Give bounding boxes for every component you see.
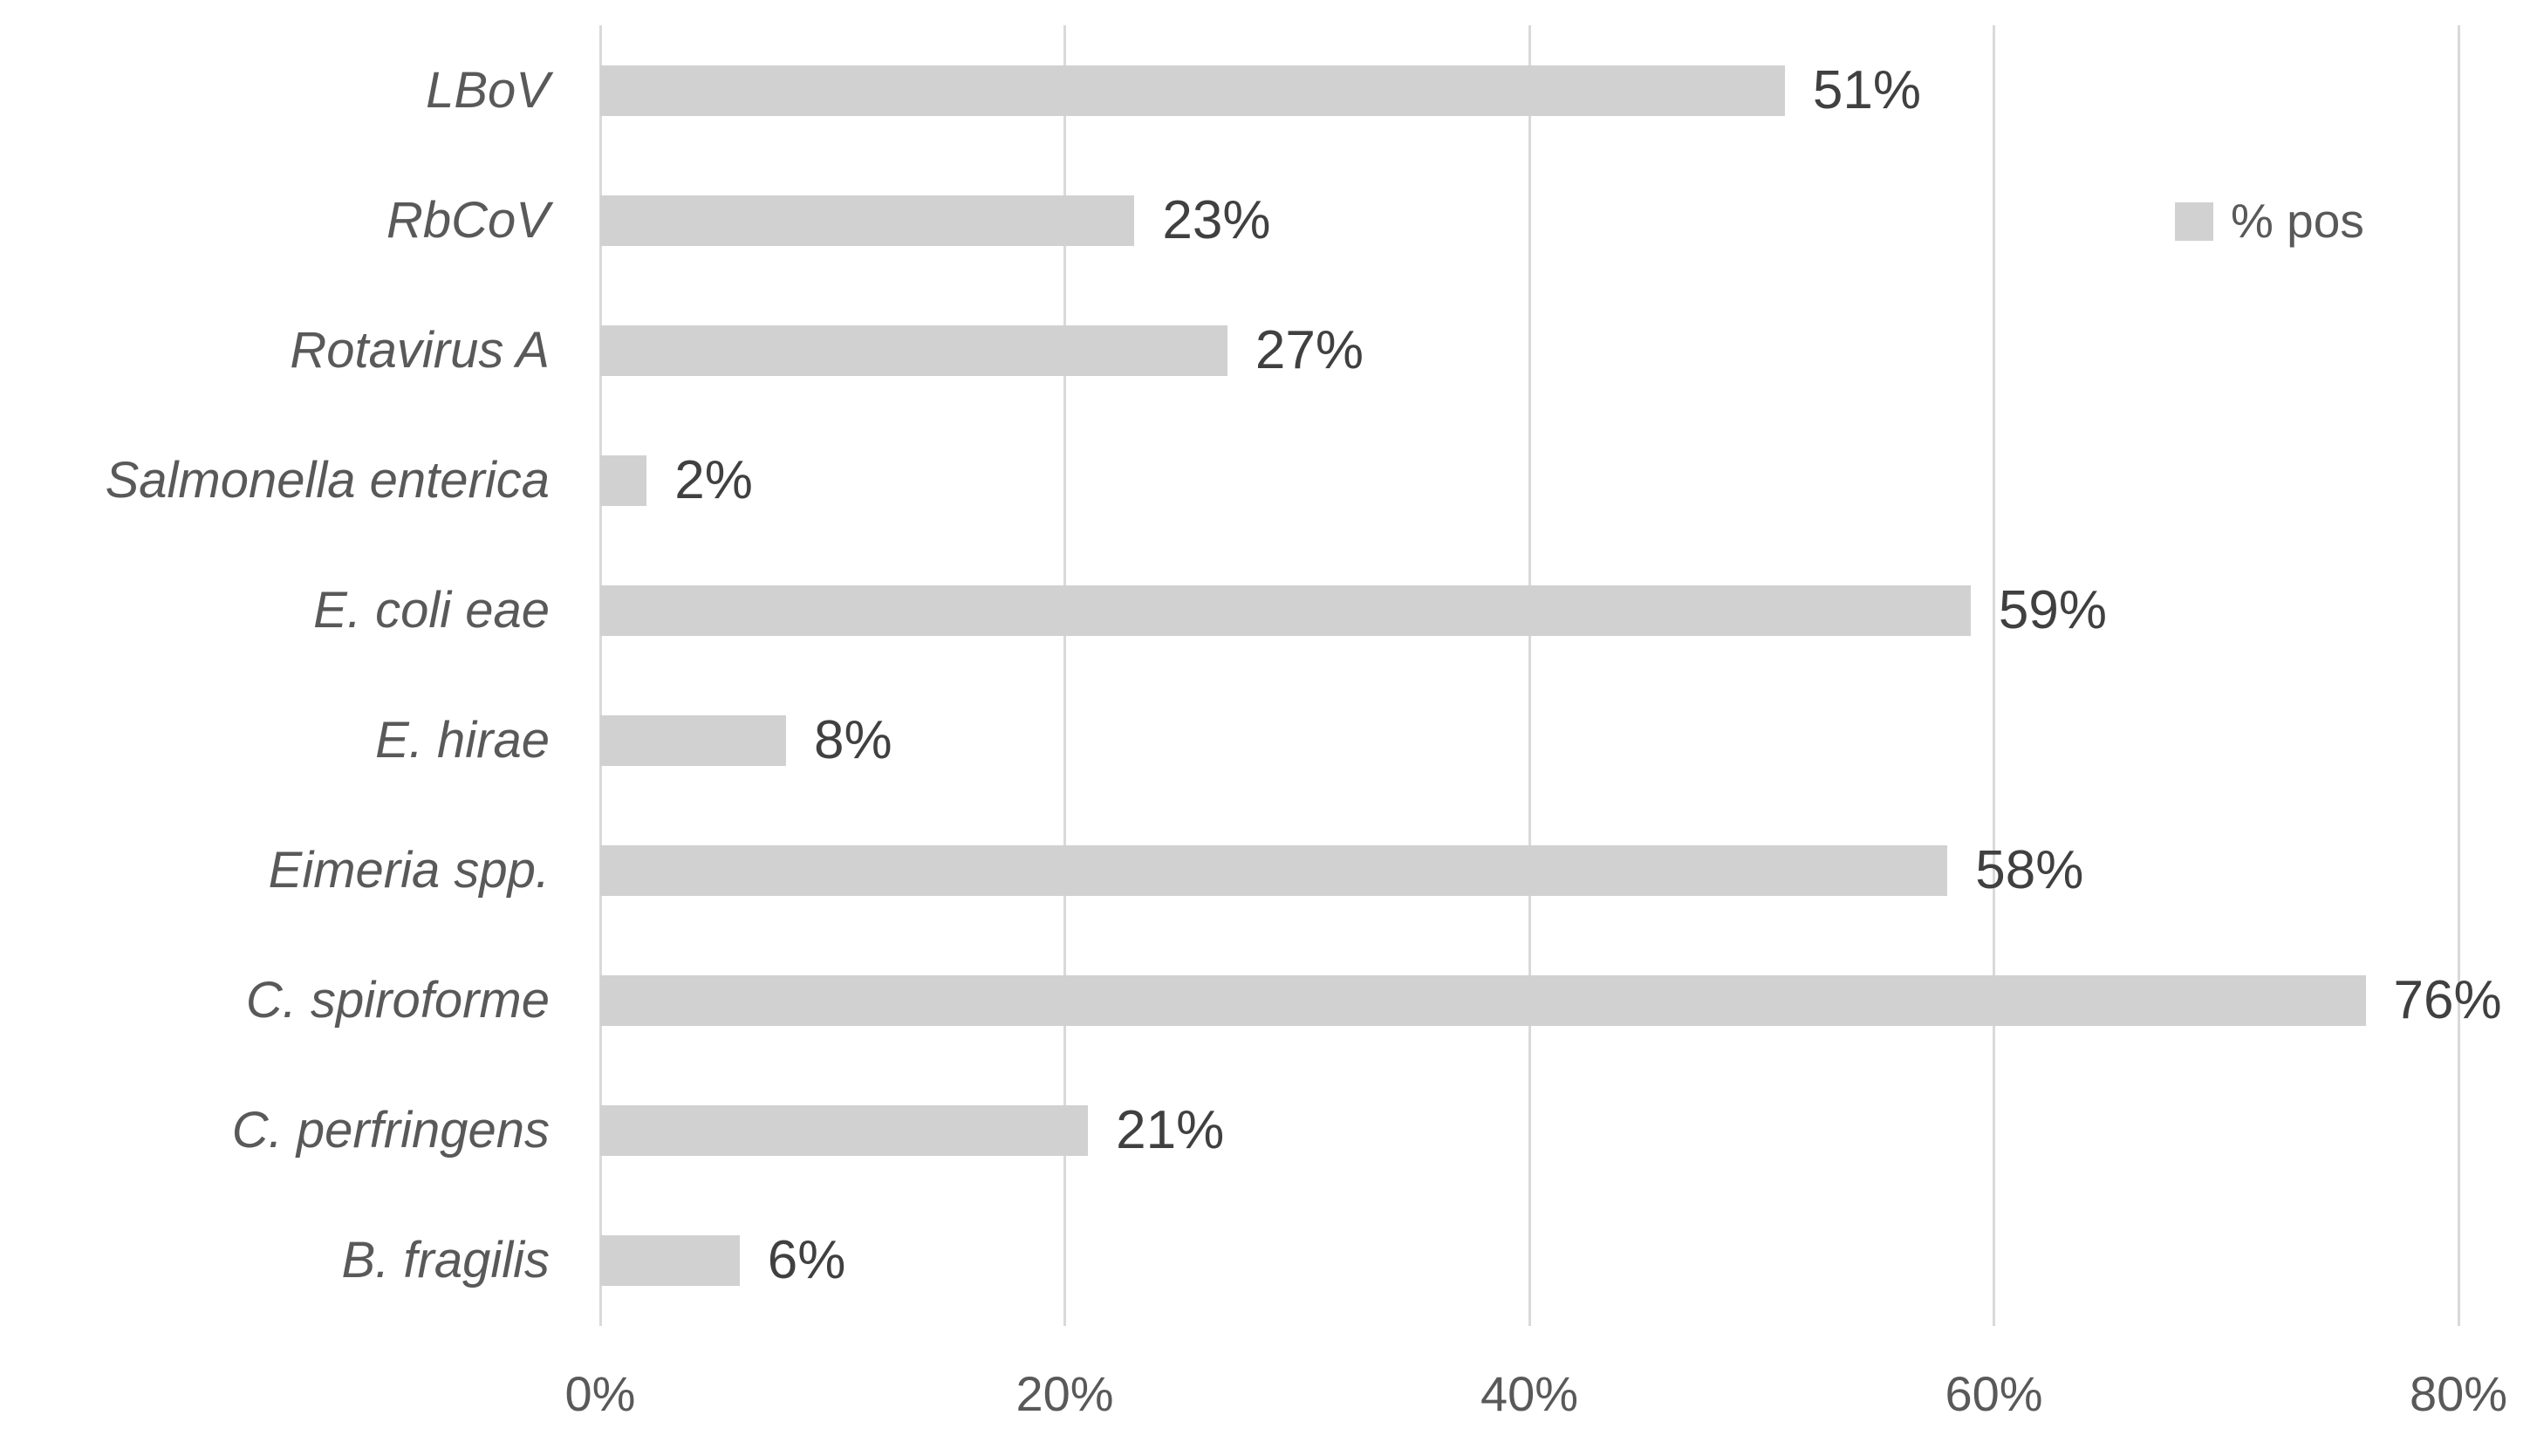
category-label: C. spiroforme	[245, 972, 550, 1029]
category-label: B. fragilis	[341, 1232, 550, 1289]
legend-swatch	[2175, 202, 2213, 241]
value-label: 8%	[814, 710, 892, 771]
x-tick-label: 80%	[2409, 1366, 2508, 1421]
gridline-20%	[1063, 25, 1066, 1326]
x-tick-label: 20%	[1015, 1366, 1114, 1421]
value-label: 6%	[767, 1230, 846, 1291]
legend: % pos	[2175, 197, 2364, 245]
bar	[600, 845, 1948, 897]
category-label: E. hirae	[375, 712, 550, 769]
value-label: 76%	[2393, 970, 2502, 1031]
value-label: 59%	[1998, 579, 2107, 640]
value-label: 51%	[1812, 59, 1921, 120]
x-tick-label: 40%	[1480, 1366, 1579, 1421]
gridline-0%	[598, 25, 602, 1326]
bar	[600, 65, 1785, 116]
bar-row: 58%	[600, 806, 2458, 936]
category-axis: LBoV RbCoV Rotavirus A Salmonella enterica E…	[0, 25, 550, 1326]
bar-row: 6%	[600, 1196, 2458, 1326]
value-label: 27%	[1255, 319, 1364, 380]
bar-row: 8%	[600, 676, 2458, 806]
category-label: Eimeria spp.	[268, 842, 550, 899]
bar-row: 21%	[600, 1066, 2458, 1196]
category-label: C. perfringens	[231, 1102, 550, 1159]
bar	[600, 975, 2366, 1027]
gridline-80%	[2457, 25, 2460, 1326]
value-label: 58%	[1975, 840, 2084, 901]
bar	[600, 455, 647, 506]
category-label: Salmonella enterica	[105, 451, 550, 509]
category-label: E. coli eae	[313, 581, 550, 639]
value-label: 2%	[674, 449, 753, 510]
category-label: LBoV	[426, 61, 550, 119]
bar	[600, 195, 1135, 246]
gridline-40%	[1528, 25, 1531, 1326]
bar	[600, 1105, 1089, 1157]
gridline-60%	[1993, 25, 1995, 1326]
bar-row: 51%	[600, 25, 2458, 155]
bar-row: 59%	[600, 545, 2458, 675]
category-label: Rotavirus A	[290, 321, 550, 379]
value-label: 23%	[1162, 189, 1271, 250]
value-label: 21%	[1116, 1100, 1225, 1161]
bar-row: 76%	[600, 936, 2502, 1066]
bar	[600, 584, 1971, 636]
bar-row: 27%	[600, 285, 2458, 415]
plot-area: 51% 23% 27% 2% 59% 8% 58% 76% 21% 6%	[598, 25, 2502, 1326]
x-tick-label: 60%	[1945, 1366, 2043, 1421]
bar-row: 2%	[600, 415, 2458, 545]
category-label: RbCoV	[386, 191, 550, 249]
bar	[600, 1235, 740, 1287]
x-tick-label: 0%	[564, 1366, 636, 1421]
value-axis: 0% 20% 40% 60% 80%	[565, 1354, 2508, 1450]
legend-label: % pos	[2231, 194, 2364, 248]
bar-row: 23%	[600, 155, 2458, 285]
bar	[600, 325, 1227, 376]
bar	[600, 715, 786, 767]
